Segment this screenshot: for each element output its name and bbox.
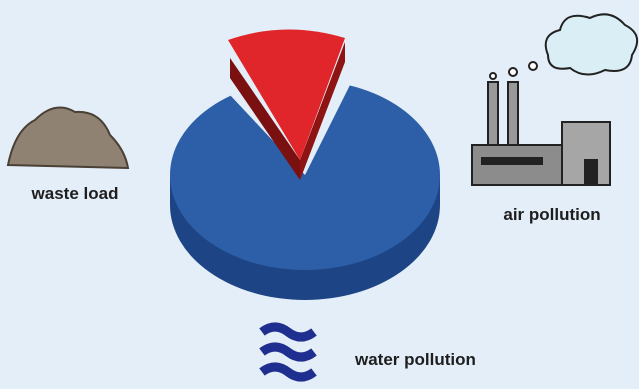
water-icon <box>259 322 317 382</box>
waste-icon <box>6 106 130 170</box>
red-slice <box>228 29 345 161</box>
slice-side <box>300 42 345 180</box>
label: waste load <box>31 184 119 203</box>
pie <box>170 29 440 300</box>
slice-side <box>230 58 300 180</box>
label: water pollution <box>354 350 476 369</box>
label: air pollution <box>503 205 600 224</box>
factory-icon <box>471 13 639 186</box>
